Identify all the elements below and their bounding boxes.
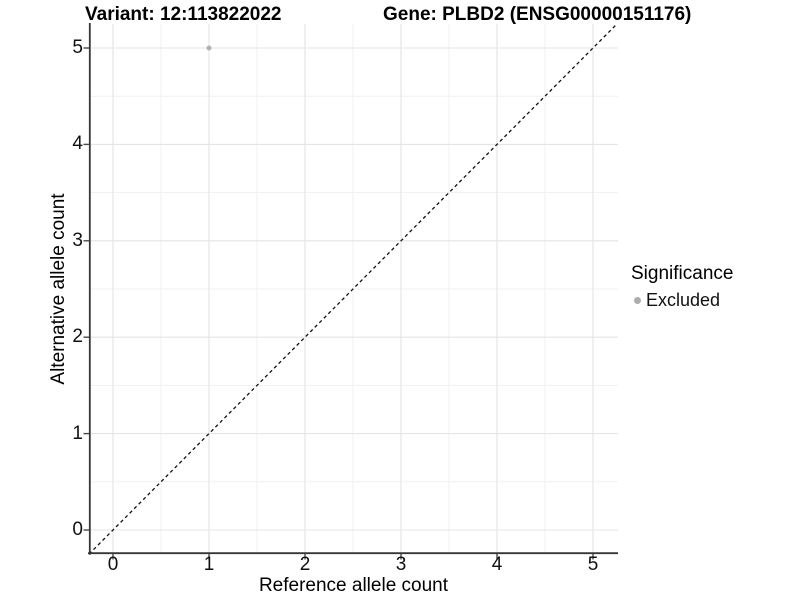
plot-panel [83,23,618,560]
variant-title: Variant: 12:113822022 [85,4,282,25]
y-tick-label: 1 [72,422,83,444]
x-tick-label: 2 [299,554,311,575]
legend-item-label: Excluded [646,290,721,310]
x-axis-title: Reference allele count [258,575,449,596]
x-tick-label: 1 [203,554,215,575]
x-tick-label: 0 [107,554,119,575]
y-tick-label: 3 [72,229,83,251]
legend-title: Significance [631,263,734,284]
plot-canvas [83,23,618,560]
y-tick-label: 0 [72,519,83,540]
y-tick-label: 2 [72,326,83,348]
identity-dashed-line [88,23,618,555]
legend-key-dot-icon [634,297,641,304]
y-tick-label: 5 [72,37,83,58]
y-axis-title: Alternative allele count [48,193,69,385]
data-point [206,45,212,51]
y-tick-label: 4 [72,133,83,155]
x-tick-label: 3 [395,554,407,575]
legend-item: Excluded [631,290,733,311]
x-tick-label: 4 [491,554,503,575]
gene-title: Gene: PLBD2 (ENSG00000151176) [383,4,692,25]
x-tick-label: 5 [587,554,599,575]
legend: Significance Excluded [631,263,733,311]
legend-items: Excluded [631,290,733,311]
